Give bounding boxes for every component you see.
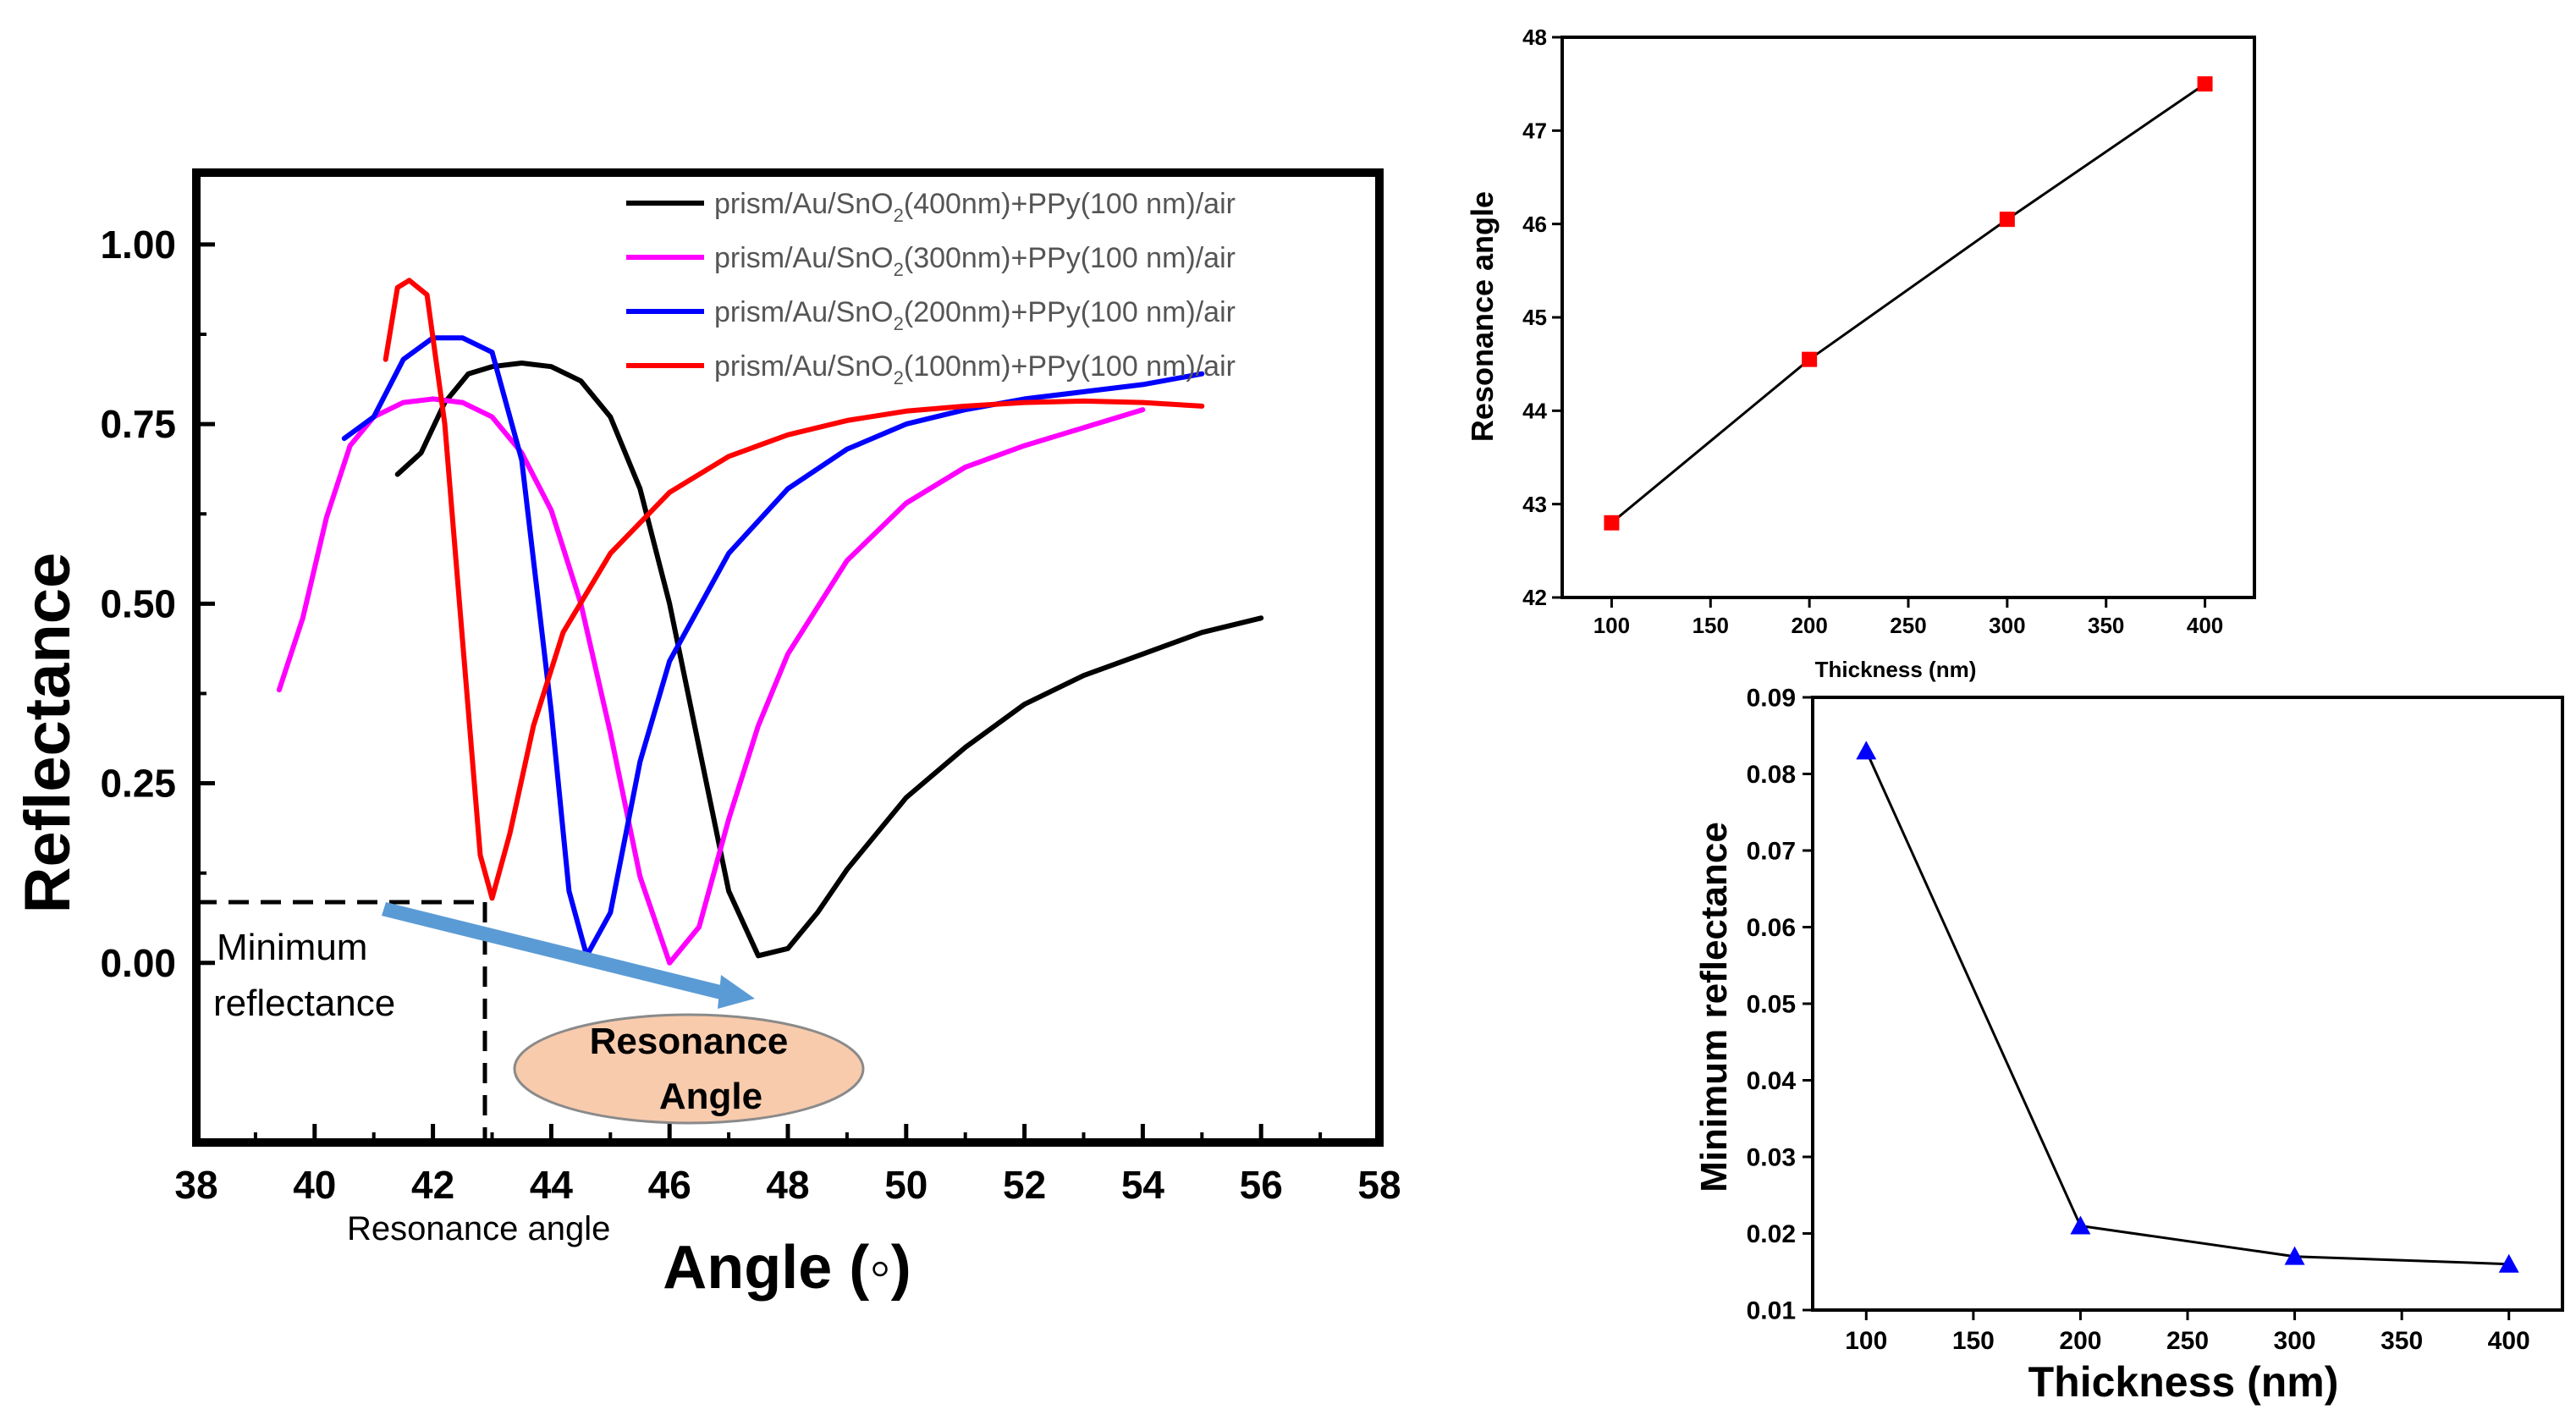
xtick-label: 300 xyxy=(2274,1327,2316,1355)
data-point xyxy=(2070,1215,2091,1235)
main-ytick-label: 0.50 xyxy=(100,581,176,625)
sub2-plot-frame xyxy=(1811,696,2564,1312)
data-point xyxy=(2498,1253,2519,1273)
xtick-label: 200 xyxy=(2059,1327,2101,1355)
ytick-label: 0.06 xyxy=(1747,914,1796,942)
series-line-300nm xyxy=(276,396,1146,966)
ytick-label: 0.07 xyxy=(1747,838,1796,866)
arrow-shaft xyxy=(382,902,728,1000)
data-point xyxy=(1802,351,1818,367)
resonance-angle-chart: 100 150 200 250 300 350 400 42 43 44 45 46 47 48 Thic… xyxy=(1465,25,2256,682)
ytick-label: 0.05 xyxy=(1747,991,1796,1019)
ytick-label: 0.08 xyxy=(1747,761,1796,789)
data-point xyxy=(2284,1246,2305,1265)
resonance-angle-label: Resonance angle xyxy=(347,1210,610,1247)
main-ytick-label: 0.00 xyxy=(100,941,176,985)
sub1-series xyxy=(1604,76,2213,531)
main-ytick-label: 1.00 xyxy=(100,223,176,267)
ytick-label: 44 xyxy=(1522,398,1547,423)
ytick-label: 0.09 xyxy=(1747,685,1796,713)
main-series xyxy=(276,278,1264,966)
xtick-label: 300 xyxy=(1989,613,2025,638)
sub1-ticks: 100 150 200 250 300 350 400 42 43 44 45 46 47 48 xyxy=(1522,25,2223,638)
arrow-head xyxy=(718,975,755,1009)
min-reflectance-label-line2: reflectance xyxy=(213,983,395,1024)
sub2-xlabel: Thickness (nm) xyxy=(2028,1358,2339,1406)
ytick-label: 46 xyxy=(1522,212,1547,237)
main-xtick-label: 44 xyxy=(530,1163,574,1207)
data-point xyxy=(1856,741,1877,760)
resonance-ellipse-line2: Angle xyxy=(659,1076,762,1117)
xtick-label: 100 xyxy=(1593,613,1630,638)
minimum-reflectance-chart: 100 150 200 250 300 350 400 0.01 0.02 0.03 0.04 0.0… xyxy=(1693,685,2564,1406)
series-line-400nm xyxy=(394,361,1264,959)
main-xtick-label: 52 xyxy=(1003,1163,1046,1207)
resonance-arrow xyxy=(382,902,755,1009)
main-xtick-label: 54 xyxy=(1121,1163,1165,1207)
ytick-label: 45 xyxy=(1522,305,1547,330)
main-ticks: 38 40 42 44 46 48 50 52 54 56 58 0.00 0.25 0.50 0.75 1.… xyxy=(100,223,1401,1207)
main-xtick-label: 48 xyxy=(766,1163,809,1207)
main-xtick-label: 46 xyxy=(648,1163,691,1207)
sub2-ylabel: Minimum reflectance xyxy=(1693,822,1735,1192)
xtick-label: 400 xyxy=(2488,1327,2530,1355)
legend-entry-100nm: prism/Au/SnO2(100nm)+PPy(100 nm)/air xyxy=(714,350,1236,388)
series-line-100nm xyxy=(383,278,1205,901)
ytick-label: 48 xyxy=(1522,25,1547,50)
legend-entry-400nm: prism/Au/SnO2(400nm)+PPy(100 nm)/air xyxy=(714,188,1236,226)
sub2-series xyxy=(1856,741,2519,1273)
resonance-angle-ellipse xyxy=(513,1013,865,1125)
sub1-ylabel: Resonance angle xyxy=(1465,191,1500,442)
xtick-label: 150 xyxy=(1952,1327,1995,1355)
main-legend: prism/Au/SnO2(400nm)+PPy(100 nm)/air pris… xyxy=(626,188,1236,388)
xtick-label: 400 xyxy=(2187,613,2223,638)
ytick-label: 43 xyxy=(1522,492,1547,517)
sub1-xlabel: Thickness (nm) xyxy=(1815,657,1977,682)
data-point xyxy=(1999,212,2015,228)
data-point xyxy=(1604,515,1620,531)
series-line xyxy=(1864,750,2509,1266)
series-line xyxy=(1610,82,2206,524)
ytick-label: 0.04 xyxy=(1747,1067,1797,1095)
xtick-label: 250 xyxy=(1890,613,1926,638)
data-point xyxy=(2197,76,2213,92)
ytick-label: 0.02 xyxy=(1747,1220,1796,1248)
sub2-ticks: 100 150 200 250 300 350 400 0.01 0.02 0.03 0.04 0.0… xyxy=(1747,685,2530,1356)
legend-entry-300nm: prism/Au/SnO2(300nm)+PPy(100 nm)/air xyxy=(714,242,1236,280)
main-xtick-label: 38 xyxy=(174,1163,217,1207)
resonance-ellipse-line1: Resonance xyxy=(590,1021,789,1062)
main-ytick-label: 0.25 xyxy=(100,762,176,806)
xtick-label: 150 xyxy=(1693,613,1729,638)
main-xtick-label: 56 xyxy=(1240,1163,1283,1207)
main-xtick-label: 42 xyxy=(411,1163,454,1207)
main-xlabel: Angle (◦) xyxy=(663,1234,911,1302)
ytick-label: 0.03 xyxy=(1747,1144,1796,1172)
main-ytick-label: 0.75 xyxy=(100,402,176,446)
main-ylabel: Reflectance xyxy=(12,553,84,914)
ytick-label: 0.01 xyxy=(1747,1297,1796,1325)
ytick-label: 42 xyxy=(1522,585,1547,610)
xtick-label: 350 xyxy=(2088,613,2124,638)
main-xtick-label: 40 xyxy=(293,1163,336,1207)
ytick-label: 47 xyxy=(1522,118,1547,143)
legend-entry-200nm: prism/Au/SnO2(200nm)+PPy(100 nm)/air xyxy=(714,296,1236,334)
xtick-label: 100 xyxy=(1845,1327,1887,1355)
xtick-label: 350 xyxy=(2381,1327,2423,1355)
min-reflectance-label-line1: Minimum xyxy=(217,927,367,968)
reflectance-chart: 38 40 42 44 46 48 50 52 54 56 58 0.00 0.25 0.50 0.75 1.… xyxy=(12,168,1401,1302)
xtick-label: 200 xyxy=(1791,613,1827,638)
main-xtick-label: 50 xyxy=(884,1163,927,1207)
xtick-label: 250 xyxy=(2166,1327,2209,1355)
main-xtick-label: 58 xyxy=(1357,1163,1401,1207)
